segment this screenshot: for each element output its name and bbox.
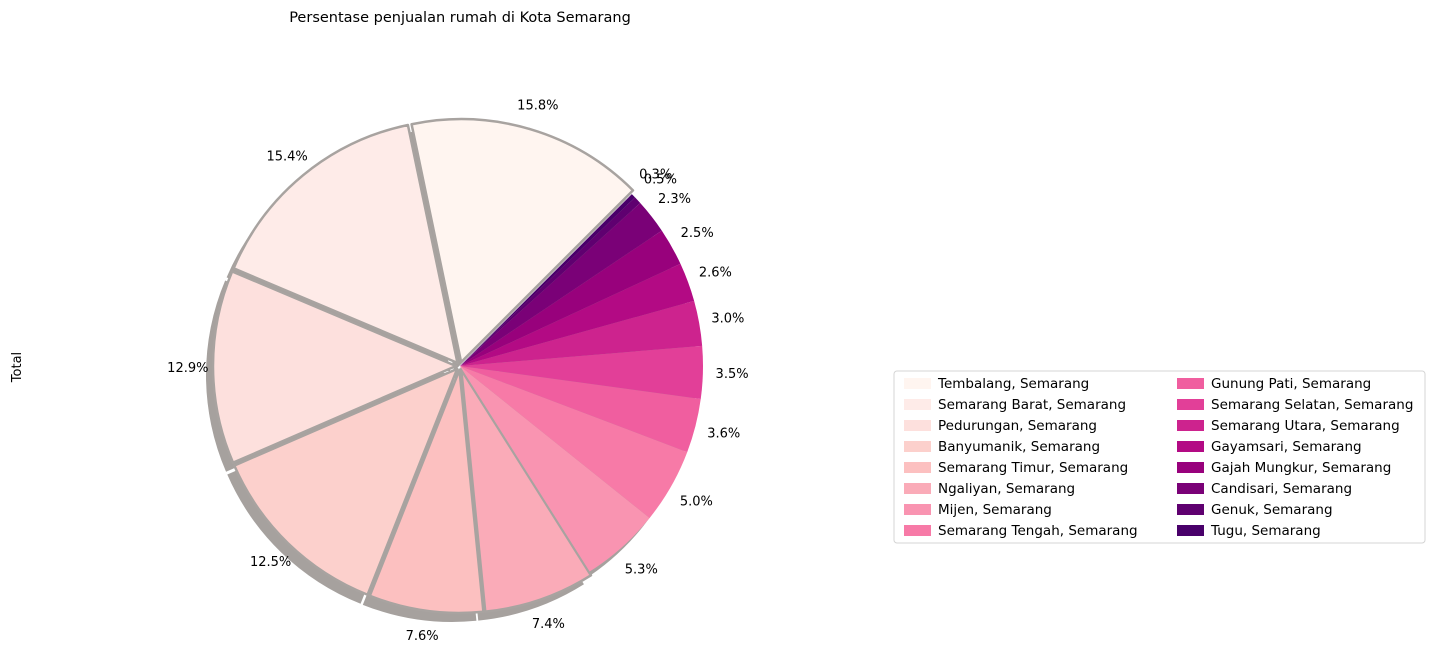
pie-slice-candisari <box>460 203 662 366</box>
legend-label-pedurungan: Pedurungan, Semarang <box>938 418 1097 434</box>
legend-label-gunung-pati: Gunung Pati, Semarang <box>1211 376 1371 392</box>
legend-swatch-genuk <box>1177 504 1204 515</box>
legend-swatch-semarang-selatan <box>1177 399 1204 410</box>
pie-slice-gayamsari <box>460 263 695 366</box>
slice-label-semarang-utara: 3.0% <box>711 312 744 327</box>
legend-swatch-gayamsari <box>1177 441 1204 452</box>
legend-swatch-semarang-utara <box>1177 420 1204 431</box>
slice-label-genuk: 0.5% <box>644 172 677 187</box>
legend-swatch-gajah-mungkur <box>1177 462 1204 473</box>
legend-label-semarang-timur: Semarang Timur, Semarang <box>938 460 1128 476</box>
legend-label-semarang-tengah: Semarang Tengah, Semarang <box>938 523 1138 539</box>
slice-label-semarang-selatan: 3.5% <box>716 367 749 382</box>
legend: Tembalang, Semarang Semarang Barat, Semar… <box>893 370 1426 544</box>
slice-label-mijen: 5.3% <box>625 562 658 577</box>
pie-slice-ngaliyan <box>460 368 593 613</box>
pie-slice-banyumanik <box>233 367 459 596</box>
slice-label-banyumanik: 12.5% <box>250 555 291 570</box>
pie-slice-semarang-tengah <box>460 366 688 518</box>
legend-swatch-semarang-barat <box>904 399 931 410</box>
legend-swatch-pedurungan <box>904 420 931 431</box>
slice-label-ngaliyan: 7.4% <box>532 617 565 632</box>
slice-label-gajah-mungkur: 2.5% <box>681 226 714 241</box>
pie-slice-semarang-utara <box>460 300 703 366</box>
pie-slice-pedurungan <box>211 270 458 464</box>
slice-label-gayamsari: 2.6% <box>699 265 732 280</box>
legend-frame <box>893 370 1426 544</box>
legend-label-tembalang: Tembalang, Semarang <box>937 376 1089 392</box>
legend-label-genuk: Genuk, Semarang <box>1211 502 1333 518</box>
slice-label-semarang-timur: 7.6% <box>406 629 439 644</box>
legend-label-gayamsari: Gayamsari, Semarang <box>1211 439 1362 455</box>
pie-slice-semarang-timur <box>368 368 485 615</box>
legend-label-semarang-barat: Semarang Barat, Semarang <box>938 397 1126 413</box>
slice-label-tembalang: 15.8% <box>517 99 558 114</box>
slice-label-pedurungan: 12.9% <box>167 361 208 376</box>
pie-slice-semarang-selatan <box>460 345 703 400</box>
legend-label-tugu: Tugu, Semarang <box>1210 523 1321 539</box>
pie-slices <box>211 117 703 615</box>
slice-label-semarang-barat: 15.4% <box>266 149 307 164</box>
legend-swatch-ngaliyan <box>904 483 931 494</box>
pie-labels: 15.8% 15.4% 12.9% 12.5% 7.6% 7.4% 5.3% 5.0% 3.6%… <box>167 99 748 644</box>
legend-swatch-tugu <box>1177 525 1204 536</box>
y-axis-label: Total <box>10 352 25 383</box>
pie-slice-semarang-barat <box>232 123 459 365</box>
legend-swatch-gunung-pati <box>1177 378 1204 389</box>
pie-slice-gajah-mungkur <box>460 230 681 366</box>
pie-slice-gunung-pati <box>460 366 701 453</box>
legend-label-semarang-selatan: Semarang Selatan, Semarang <box>1211 397 1413 413</box>
legend-swatch-mijen <box>904 504 931 515</box>
legend-swatch-candisari <box>1177 483 1204 494</box>
pie-slice-mijen <box>460 366 650 572</box>
legend-swatch-banyumanik <box>904 441 931 452</box>
slice-label-tugu: 0.3% <box>639 167 672 182</box>
legend-swatch-tembalang <box>904 378 931 389</box>
chart-title: Persentase penjualan rumah di Kota Semar… <box>289 10 631 26</box>
legend-label-banyumanik: Banyumanik, Semarang <box>938 439 1100 455</box>
legend-label-ngaliyan: Ngaliyan, Semarang <box>938 481 1075 497</box>
legend-label-mijen: Mijen, Semarang <box>938 502 1052 518</box>
legend-swatch-semarang-timur <box>904 462 931 473</box>
legend-label-gajah-mungkur: Gajah Mungkur, Semarang <box>1211 460 1391 476</box>
legend-label-candisari: Candisari, Semarang <box>1211 481 1352 497</box>
legend-label-semarang-utara: Semarang Utara, Semarang <box>1211 418 1400 434</box>
pie-slice-genuk <box>460 197 641 366</box>
legend-swatch-semarang-tengah <box>904 525 931 536</box>
pie-slice-tugu <box>460 194 636 366</box>
slice-label-candisari: 2.3% <box>658 192 691 207</box>
slice-label-semarang-tengah: 5.0% <box>680 494 713 509</box>
slice-label-gunung-pati: 3.6% <box>707 427 740 442</box>
pie-slice-tembalang <box>410 117 635 364</box>
